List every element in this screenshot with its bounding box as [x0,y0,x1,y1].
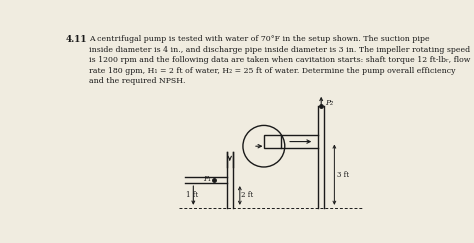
Text: A centrifugal pump is tested with water of 70°F in the setup shown. The suction : A centrifugal pump is tested with water … [89,35,429,43]
Text: 4.11: 4.11 [65,35,87,44]
Text: is 1200 rpm and the following data are taken when cavitation starts: shaft torqu: is 1200 rpm and the following data are t… [89,56,470,64]
Text: P₂: P₂ [325,99,333,107]
Text: 1 ft: 1 ft [186,191,198,200]
Text: P₁: P₁ [203,174,211,182]
Bar [264,135,281,148]
Text: rate 180 gpm, H₁ = 2 ft of water, H₂ = 25 ft of water. Determine the pump overal: rate 180 gpm, H₁ = 2 ft of water, H₂ = 2… [89,67,455,75]
Text: 2 ft: 2 ft [241,191,254,200]
Text: and the required NPSH.: and the required NPSH. [89,77,185,85]
Text: 3 ft: 3 ft [337,171,349,179]
Text: inside diameter is 4 in., and discharge pipe inside diameter is 3 in. The impell: inside diameter is 4 in., and discharge … [89,46,470,54]
